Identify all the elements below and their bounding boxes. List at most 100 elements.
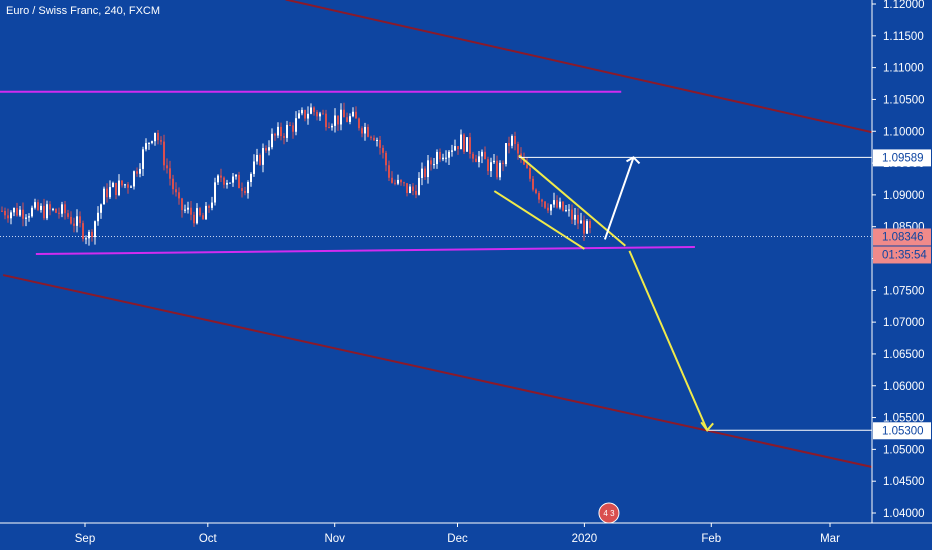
candle-body xyxy=(376,139,378,141)
candle-body xyxy=(442,157,444,160)
candle-body xyxy=(562,201,564,211)
candle-body xyxy=(307,113,309,119)
candle-body xyxy=(262,148,264,165)
price-axis-label: 1.07000 xyxy=(883,317,925,329)
candle-body xyxy=(247,182,249,194)
candle-body xyxy=(10,212,12,219)
candle-body xyxy=(505,143,507,165)
candle-body xyxy=(460,134,462,150)
candle-body xyxy=(493,160,495,163)
candle-body xyxy=(466,137,468,152)
candle-body xyxy=(496,160,498,178)
candle-body xyxy=(358,118,360,129)
arrow-down-head xyxy=(700,421,714,432)
candle-body xyxy=(325,113,327,128)
candle-body xyxy=(559,201,561,208)
candle-body xyxy=(40,205,42,210)
candle-body xyxy=(400,179,402,183)
candle-body xyxy=(355,111,357,119)
candle-body xyxy=(88,231,90,239)
candle-body xyxy=(118,180,120,196)
candle-body xyxy=(388,165,390,178)
candle-body xyxy=(271,133,273,148)
candle-body xyxy=(310,107,312,114)
candle-body xyxy=(349,116,351,122)
candle-body xyxy=(286,124,288,138)
price-axis-label: 1.06500 xyxy=(883,349,925,361)
candle-body xyxy=(277,126,279,136)
candle-body xyxy=(289,124,291,126)
candle-body xyxy=(394,182,396,184)
candle-body xyxy=(322,113,324,115)
candle-body xyxy=(352,111,354,117)
candle-body xyxy=(421,168,423,178)
candle-body xyxy=(553,200,555,205)
candle-body xyxy=(478,156,480,163)
candle-body xyxy=(283,136,285,138)
candle-body xyxy=(82,223,84,239)
candle-body xyxy=(79,216,81,224)
candle-body xyxy=(76,216,78,226)
chart-title: Euro / Swiss Franc, 240, FXCM xyxy=(6,5,161,17)
candle-body xyxy=(331,125,333,128)
price-axis-label: 1.06000 xyxy=(883,381,925,393)
candle-body xyxy=(415,190,417,195)
candle-body xyxy=(439,151,441,160)
candle-body xyxy=(67,213,69,217)
candle-body xyxy=(70,216,72,224)
candle-body xyxy=(163,141,165,166)
candle-body xyxy=(139,168,141,174)
price-axis-label: 1.12000 xyxy=(883,0,925,11)
candle-body xyxy=(73,223,75,226)
candle-body xyxy=(145,143,147,150)
price-axis-label: 1.11500 xyxy=(883,31,924,43)
candle-body xyxy=(4,210,6,216)
candle-body xyxy=(121,180,123,186)
price-axis-label: 1.10500 xyxy=(883,94,925,106)
candle-body xyxy=(136,171,138,174)
candle-body xyxy=(313,107,315,112)
candle-body xyxy=(424,168,426,178)
candle-body xyxy=(454,146,456,151)
candle-body xyxy=(46,204,48,219)
candle-body xyxy=(193,214,195,224)
support-line xyxy=(35,246,695,256)
candle-body xyxy=(475,158,477,163)
candle-body xyxy=(214,182,216,203)
candle-body xyxy=(253,161,255,174)
candle-body xyxy=(232,176,234,183)
candle-body xyxy=(265,148,267,151)
candle-body xyxy=(508,143,510,146)
candle-body xyxy=(238,174,240,189)
candle-body xyxy=(571,209,573,220)
candle-body xyxy=(130,186,132,188)
candle-body xyxy=(22,209,24,219)
candle-body xyxy=(343,109,345,118)
candle-body xyxy=(301,109,303,114)
candle-body xyxy=(481,151,483,157)
candle-body xyxy=(472,153,474,159)
candle-body xyxy=(334,115,336,126)
candle-body xyxy=(169,168,171,179)
candle-body xyxy=(172,178,174,190)
candle-body xyxy=(166,165,168,169)
candle-body xyxy=(223,177,225,185)
candle-body xyxy=(250,173,252,183)
candle-body xyxy=(178,192,180,199)
candle-body xyxy=(463,134,465,152)
price-axis-label: 1.10000 xyxy=(883,126,925,138)
candle-body xyxy=(31,207,33,217)
target-up-price-label-bg xyxy=(873,149,931,167)
candle-body xyxy=(520,153,522,158)
candle-body xyxy=(469,137,471,154)
candle-body xyxy=(328,127,330,129)
time-axis-label: 2020 xyxy=(572,533,598,545)
candle-body xyxy=(547,207,549,211)
time-axis-label: Oct xyxy=(199,533,218,545)
candle-body xyxy=(226,182,228,185)
candle-body xyxy=(298,113,300,119)
candle-body xyxy=(484,151,486,160)
time-axis-label: Mar xyxy=(820,533,840,545)
